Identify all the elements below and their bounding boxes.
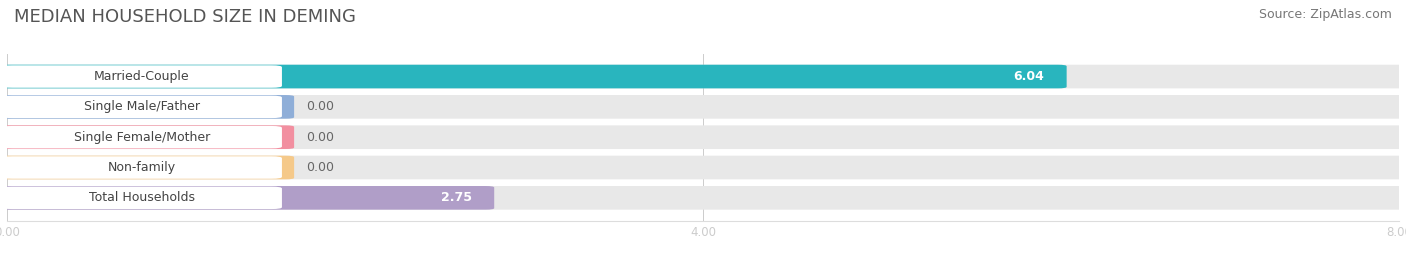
Text: 2.75: 2.75 bbox=[440, 191, 471, 204]
FancyBboxPatch shape bbox=[1, 156, 283, 179]
Text: 0.00: 0.00 bbox=[307, 161, 335, 174]
FancyBboxPatch shape bbox=[0, 125, 294, 149]
Text: Single Female/Mother: Single Female/Mother bbox=[73, 131, 209, 144]
FancyBboxPatch shape bbox=[1, 126, 283, 148]
FancyBboxPatch shape bbox=[0, 156, 1406, 179]
Text: Source: ZipAtlas.com: Source: ZipAtlas.com bbox=[1258, 8, 1392, 21]
Text: MEDIAN HOUSEHOLD SIZE IN DEMING: MEDIAN HOUSEHOLD SIZE IN DEMING bbox=[14, 8, 356, 26]
Text: 0.00: 0.00 bbox=[307, 131, 335, 144]
FancyBboxPatch shape bbox=[1, 187, 283, 209]
FancyBboxPatch shape bbox=[0, 65, 1067, 89]
FancyBboxPatch shape bbox=[0, 156, 294, 179]
Text: 6.04: 6.04 bbox=[1014, 70, 1045, 83]
Text: 0.00: 0.00 bbox=[307, 100, 335, 113]
FancyBboxPatch shape bbox=[0, 95, 1406, 119]
FancyBboxPatch shape bbox=[1, 96, 283, 118]
FancyBboxPatch shape bbox=[0, 186, 495, 210]
Text: Married-Couple: Married-Couple bbox=[94, 70, 190, 83]
FancyBboxPatch shape bbox=[0, 125, 1406, 149]
Text: Total Households: Total Households bbox=[89, 191, 195, 204]
FancyBboxPatch shape bbox=[0, 186, 1406, 210]
FancyBboxPatch shape bbox=[0, 95, 294, 119]
Text: Non-family: Non-family bbox=[108, 161, 176, 174]
Text: Single Male/Father: Single Male/Father bbox=[84, 100, 200, 113]
FancyBboxPatch shape bbox=[1, 65, 283, 88]
FancyBboxPatch shape bbox=[0, 65, 1406, 89]
